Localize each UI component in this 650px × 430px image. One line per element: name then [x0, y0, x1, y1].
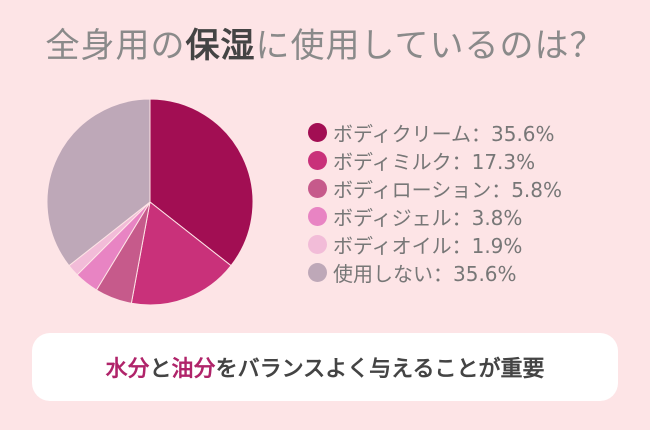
legend-item: 使用しない：35.6% — [308, 258, 562, 286]
message-banner: 水分と油分 をバランスよく与えることが重要 — [32, 333, 618, 401]
banner-keyword-oil: 油分 — [171, 357, 216, 382]
legend-swatch — [308, 178, 327, 198]
legend-item: ボディローション：5.8% — [308, 174, 562, 202]
legend-swatch — [308, 262, 327, 282]
legend-swatch — [308, 122, 327, 142]
legend: ボディクリーム：35.6% ボディミルク：17.3% ボディローション：5.8% ボデ… — [308, 118, 562, 286]
pie-slice-5 — [46, 98, 151, 267]
banner-keyword-water: 水分 — [105, 357, 150, 382]
legend-swatch — [308, 150, 327, 170]
legend-swatch — [308, 234, 327, 254]
chart-title: 全身用の保湿に使用しているのは？ — [0, 18, 650, 67]
legend-label: ボディクリーム：35.6% — [333, 121, 555, 146]
pie-slice-1 — [130, 201, 232, 306]
banner-message: をバランスよく与えることが重要 — [215, 357, 545, 382]
legend-item: ボディクリーム：35.6% — [308, 118, 562, 146]
title-suffix: に使用しているのは？ — [255, 26, 605, 66]
legend-label: ボディローション：5.8% — [333, 177, 563, 202]
legend-item: ボディオイル：1.9% — [308, 230, 562, 258]
banner-connector: と — [149, 357, 172, 382]
legend-item: ボディミルク：17.3% — [308, 146, 562, 174]
pie-slice-0 — [149, 98, 254, 267]
title-prefix: 全身用の — [45, 26, 186, 66]
legend-label: ボディミルク：17.3% — [333, 149, 536, 174]
pie-chart — [46, 98, 254, 306]
legend-label: ボディオイル：1.9% — [333, 233, 523, 258]
legend-swatch — [308, 206, 327, 226]
legend-label: 使用しない：35.6% — [333, 261, 517, 286]
legend-label: ボディジェル：3.8% — [333, 205, 523, 230]
legend-item: ボディジェル：3.8% — [308, 202, 562, 230]
title-highlight: 保湿 — [185, 26, 256, 66]
